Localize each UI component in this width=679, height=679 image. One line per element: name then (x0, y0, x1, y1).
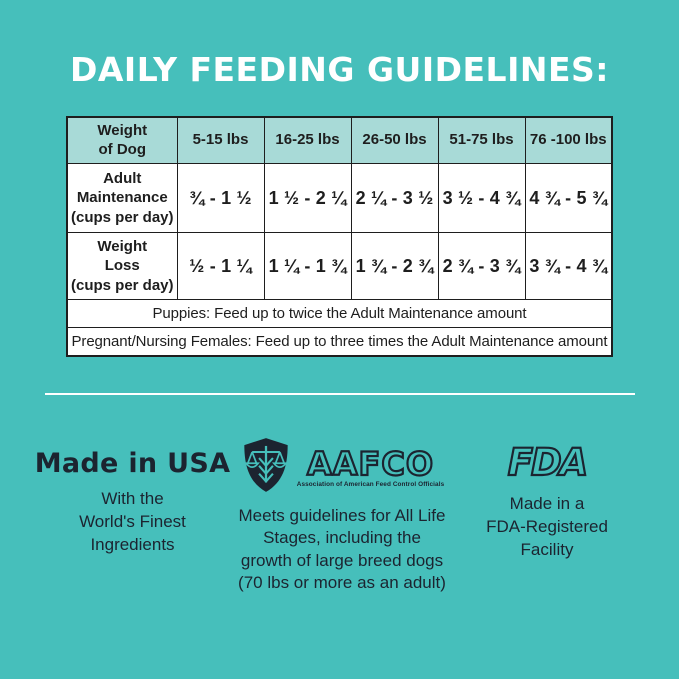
header-cell-5-15: 5-15 lbs (176, 116, 265, 164)
header-cell-16-25: 16-25 lbs (263, 116, 352, 164)
value-cell: 1 ¼ - 1 ¾ (263, 232, 352, 300)
value-cell: 1 ¾ - 2 ¾ (350, 232, 439, 300)
made-in-usa-badge: Made in USA With the World's Finest Ingr… (30, 448, 235, 557)
value-cell: 2 ¾ - 3 ¾ (437, 232, 526, 300)
fda-logo: FDA (507, 441, 590, 484)
table-row-adult-maintenance: Adult Maintenance (cups per day) ¾ - 1 ½… (66, 163, 613, 233)
header-cell-weight-of-dog: Weight of Dog (66, 116, 178, 164)
aafco-description: Meets guidelines for All Life Stages, in… (238, 506, 446, 593)
made-in-usa-title: Made in USA (34, 448, 231, 479)
aafco-shield-scales-icon (240, 437, 292, 498)
note-pregnant-nursing: Pregnant/Nursing Females: Feed up to thr… (66, 327, 613, 357)
value-cell: 3 ¾ - 4 ¾ (524, 232, 613, 300)
page-title: DAILY FEEDING GUIDELINES: (69, 50, 609, 89)
table-note-row-puppies: Puppies: Feed up to twice the Adult Main… (66, 299, 613, 328)
made-in-usa-subtitle: With the World's Finest Ingredients (79, 489, 186, 554)
row-label-adult-maintenance: Adult Maintenance (cups per day) (66, 163, 178, 233)
header-cell-26-50: 26-50 lbs (350, 116, 439, 164)
value-cell: 1 ½ - 2 ¼ (263, 163, 352, 233)
aafco-wordmark: AAFCO (306, 444, 435, 483)
value-cell: 4 ¾ - 5 ¾ (524, 163, 613, 233)
fda-description: Made in a FDA-Registered Facility (486, 494, 608, 559)
row-label-weight-loss: Weight Loss (cups per day) (66, 232, 178, 300)
note-puppies: Puppies: Feed up to twice the Adult Main… (66, 299, 613, 328)
divider-line (45, 393, 635, 395)
aafco-badge: AAFCO Association of American Feed Contr… (226, 437, 458, 595)
feeding-guidelines-table: Weight of Dog 5-15 lbs 16-25 lbs 26-50 l… (66, 116, 613, 357)
table-note-row-pregnant: Pregnant/Nursing Females: Feed up to thr… (66, 327, 613, 357)
value-cell: 3 ½ - 4 ¾ (437, 163, 526, 233)
table-header-row: Weight of Dog 5-15 lbs 16-25 lbs 26-50 l… (66, 116, 613, 164)
header-cell-51-75: 51-75 lbs (437, 116, 526, 164)
table-row-weight-loss: Weight Loss (cups per day) ½ - 1 ¼ 1 ¼ -… (66, 232, 613, 300)
aafco-logo: AAFCO Association of American Feed Contr… (226, 437, 458, 498)
fda-badge: FDA Made in a FDA-Registered Facility (468, 441, 626, 562)
value-cell: ½ - 1 ¼ (176, 232, 265, 300)
value-cell: 2 ¼ - 3 ½ (350, 163, 439, 233)
aafco-caption: Association of American Feed Control Off… (296, 480, 445, 488)
header-cell-76-100: 76 -100 lbs (524, 116, 613, 164)
value-cell: ¾ - 1 ½ (176, 163, 265, 233)
